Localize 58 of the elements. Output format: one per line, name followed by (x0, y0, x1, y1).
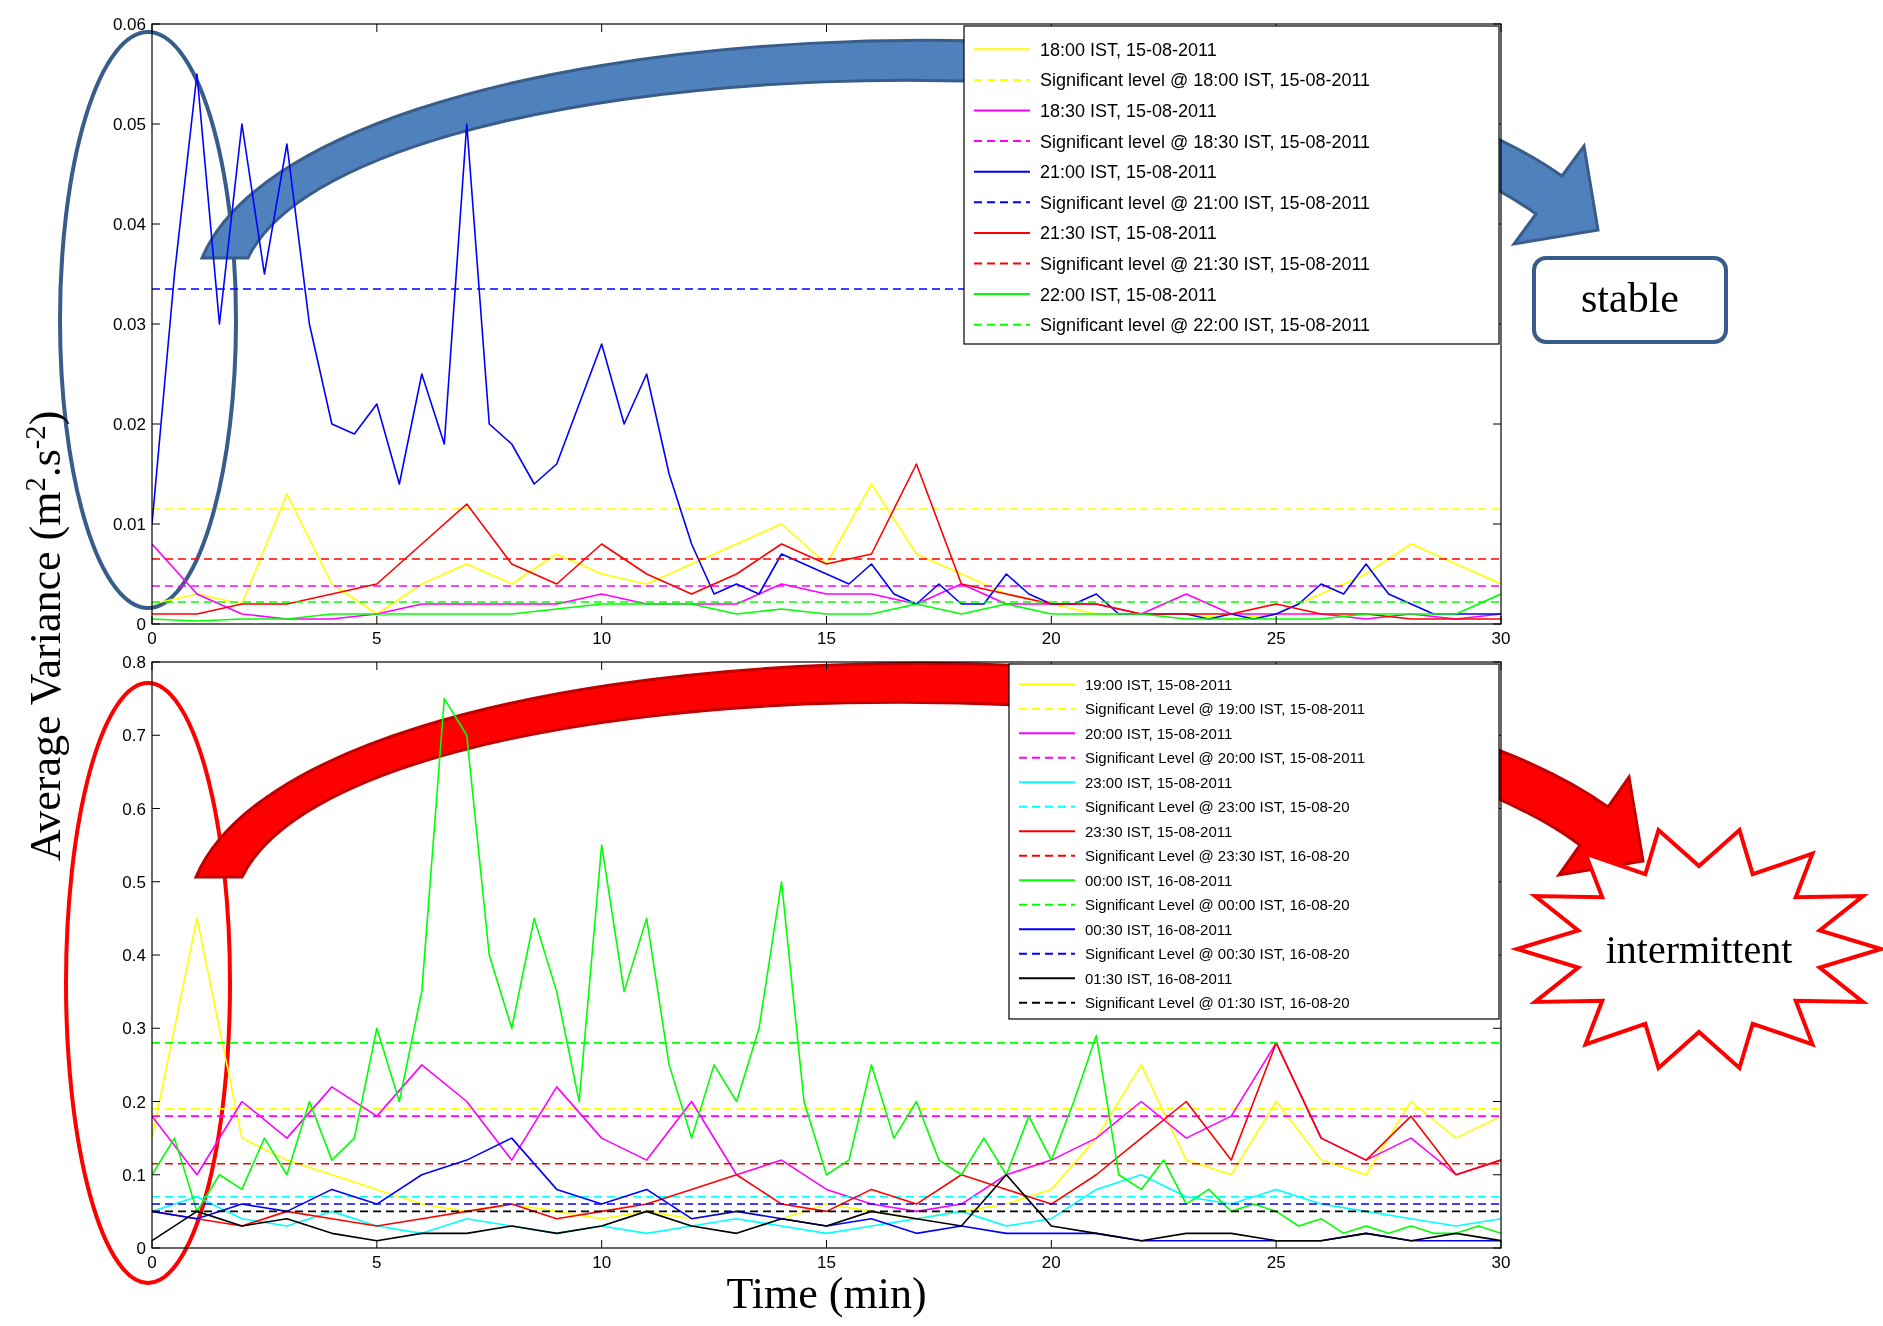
y-tick-label: 0 (136, 1239, 146, 1258)
x-tick-label: 20 (1041, 629, 1061, 648)
y-tick-label: 0.03 (112, 315, 146, 334)
line-series (152, 73, 1501, 620)
y-tick-label: 0.7 (122, 726, 146, 746)
x-tick-label: 5 (372, 629, 382, 648)
legend-label: Significant Level @ 23:00 IST, 15-08-20 (1085, 798, 1350, 816)
y-tick-label: 0.6 (122, 799, 146, 819)
text: stable (1581, 275, 1679, 321)
x-tick-label: 25 (1266, 1253, 1286, 1272)
legend-label: Significant level @ 18:00 IST, 15-08-2011 (1040, 70, 1371, 91)
y-tick-label: 0.3 (122, 1019, 146, 1039)
x-tick-label: 10 (592, 629, 612, 648)
line-series (152, 697, 1501, 1235)
x-tick-label: 30 (1491, 1253, 1511, 1272)
y-tick-label: 0.4 (122, 946, 146, 965)
y-tick-label: 0.2 (122, 1092, 146, 1112)
y-tick-label: 0.05 (112, 115, 146, 134)
legend-label: 01:30 IST, 16-08-2011 (1085, 969, 1233, 987)
legend-label: Significant level @ 21:30 IST, 15-08-2011 (1040, 253, 1371, 274)
x-axis-title: Time (min) (726, 1269, 927, 1318)
legend-label: Significant level @ 21:00 IST, 15-08-2011 (1040, 192, 1371, 213)
legend-label: 19:00 IST, 15-08-2011 (1085, 675, 1233, 693)
legend-label: 00:00 IST, 16-08-2011 (1085, 871, 1233, 889)
y-tick-label: 0 (136, 615, 146, 634)
x-tick-label: 15 (817, 629, 836, 648)
y-tick-label: 0.01 (112, 515, 146, 534)
x-tick-label: 30 (1491, 629, 1511, 648)
legend-label: Significant level @ 18:30 IST, 15-08-2011 (1040, 131, 1371, 152)
legend-label: 23:00 IST, 15-08-2011 (1085, 773, 1233, 791)
x-tick-label: 5 (372, 1253, 382, 1272)
legend-label: Significant Level @ 19:00 IST, 15-08-2011 (1085, 700, 1366, 718)
legend-label: Significant Level @ 01:30 IST, 16-08-20 (1085, 994, 1350, 1012)
legend-label: Significant Level @ 00:30 IST, 16-08-20 (1085, 945, 1350, 963)
legend-label: 21:30 IST, 15-08-2011 (1040, 223, 1217, 244)
legend-label: 21:00 IST, 15-08-2011 (1040, 162, 1217, 183)
y-tick-label: 0.1 (122, 1165, 146, 1185)
y-tick-label: 0.06 (112, 15, 146, 34)
x-tick-label: 15 (817, 1253, 836, 1272)
legend-label: Significant Level @ 23:30 IST, 16-08-20 (1085, 847, 1350, 865)
legend-label: 20:00 IST, 15-08-2011 (1085, 724, 1233, 742)
y-tick-label: 0.8 (122, 653, 146, 672)
y-tick-label: 0.02 (112, 415, 146, 434)
x-tick-label: 20 (1041, 1253, 1061, 1272)
legend-label: 22:00 IST, 15-08-2011 (1040, 284, 1217, 305)
legend-label: Significant Level @ 20:00 IST, 15-08-2011 (1085, 749, 1366, 767)
text: intermittent (1605, 927, 1793, 972)
legend-label: Significant level @ 22:00 IST, 15-08-2011 (1040, 315, 1371, 336)
y-tick-label: 0.04 (112, 215, 146, 234)
legend-label: 00:30 IST, 16-08-2011 (1085, 920, 1233, 938)
y-tick-label: 0.5 (122, 872, 146, 892)
line-series (152, 593, 1501, 622)
legend-label: Significant Level @ 00:00 IST, 16-08-20 (1085, 896, 1350, 914)
legend-label: 18:00 IST, 15-08-2011 (1040, 39, 1217, 60)
x-tick-label: 25 (1266, 629, 1286, 648)
legend-label: 18:30 IST, 15-08-2011 (1040, 100, 1217, 121)
x-tick-label: 10 (592, 1253, 612, 1272)
legend-label: 23:30 IST, 15-08-2011 (1085, 822, 1233, 840)
